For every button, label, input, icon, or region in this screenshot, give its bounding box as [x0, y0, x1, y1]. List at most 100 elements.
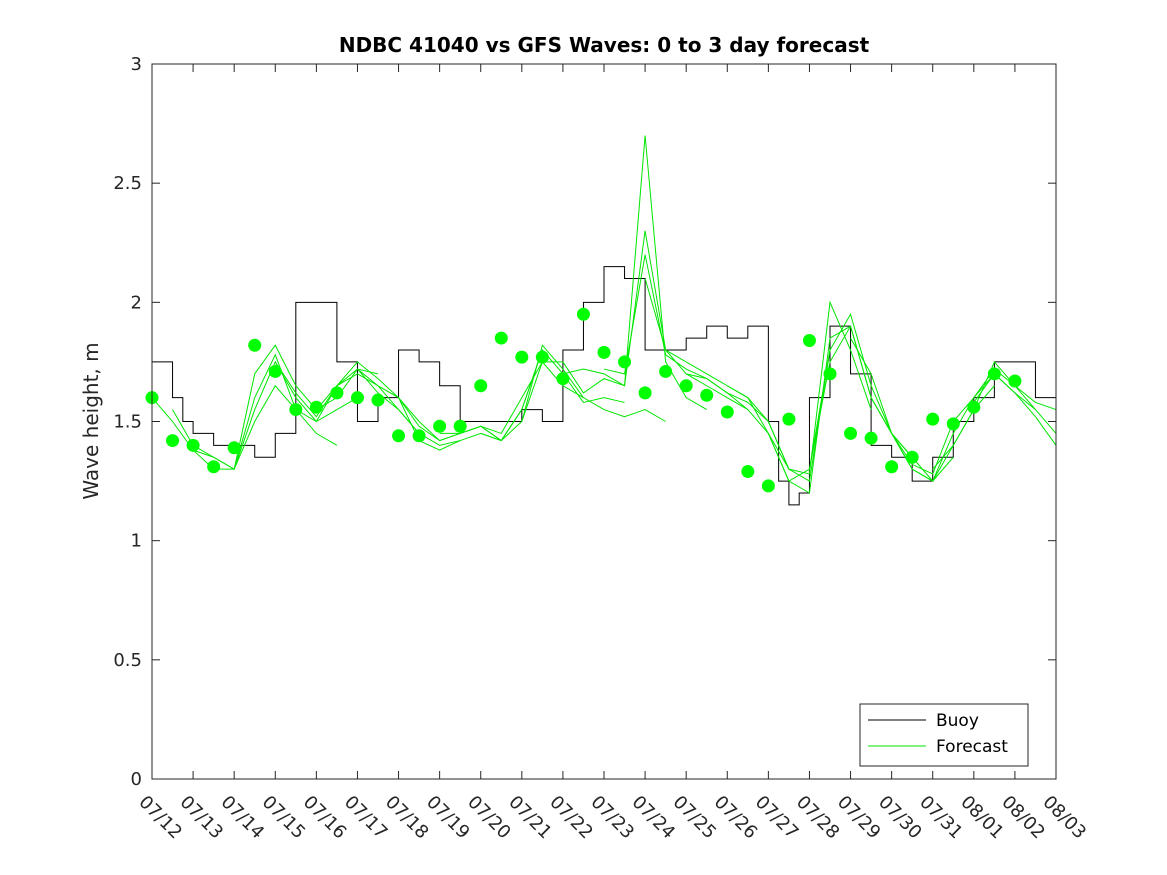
forecast-point [392, 429, 406, 443]
x-tick-label: 07/18 [381, 792, 433, 844]
forecast-line [274, 361, 461, 451]
legend: Buoy Forecast [859, 703, 1029, 767]
forecast-points-group [145, 307, 1022, 493]
x-tick-label: 07/24 [628, 792, 680, 844]
forecast-line [439, 349, 625, 442]
forecast-point [207, 460, 221, 474]
forecast-line [932, 360, 1057, 470]
forecast-line [891, 368, 1057, 483]
x-tick-label: 07/25 [669, 792, 721, 844]
forecast-point [186, 438, 200, 452]
forecast-point [967, 400, 981, 414]
x-tick-label: 07/20 [463, 792, 515, 844]
forecast-point [638, 386, 652, 400]
forecast-line [315, 368, 502, 446]
x-tick-label: 07/21 [504, 792, 556, 844]
x-tick-label: 07/30 [874, 792, 926, 844]
x-tick-label: 07/16 [299, 792, 351, 844]
forecast-line [398, 361, 584, 442]
x-tick-label: 08/03 [1038, 792, 1090, 844]
x-tick-label: 07/19 [422, 792, 474, 844]
x-tick-label: 07/29 [833, 792, 885, 844]
y-axis-ticks: 0 0.5 1 1.5 2 2.5 3 [113, 54, 1056, 790]
legend-box [859, 703, 1029, 767]
forecast-point [350, 391, 364, 405]
forecast-point [679, 379, 693, 393]
x-tick-label: 07/12 [134, 792, 186, 844]
x-tick-label: 07/22 [545, 792, 597, 844]
y-tick-label: 1.5 [113, 412, 142, 433]
forecast-point [926, 412, 940, 426]
forecast-line [562, 230, 749, 411]
forecast-point [268, 364, 282, 378]
forecast-point [720, 405, 734, 419]
forecast-point [741, 465, 755, 479]
forecast-point [166, 434, 180, 448]
x-tick-label: 07/28 [792, 792, 844, 844]
forecast-point [864, 431, 878, 445]
forecast-point [885, 460, 899, 474]
forecast-line [192, 344, 379, 470]
forecast-point [802, 333, 816, 347]
forecast-point [371, 393, 385, 407]
forecast-point [987, 367, 1001, 381]
forecast-point [782, 412, 796, 426]
chart-title: NDBC 41040 vs GFS Waves: 0 to 3 day fore… [339, 33, 870, 57]
forecast-point [474, 379, 488, 393]
x-tick-label: 08/02 [997, 792, 1049, 844]
forecast-point [433, 419, 447, 433]
plot-area [145, 63, 1057, 780]
forecast-point [659, 364, 673, 378]
forecast-point [946, 417, 960, 431]
forecast-line [480, 344, 666, 442]
legend-forecast-label: Forecast [936, 737, 1008, 757]
x-tick-label: 07/14 [217, 792, 269, 844]
x-tick-label: 07/27 [751, 792, 803, 844]
y-tick-label: 3 [131, 54, 142, 75]
forecast-point [556, 372, 570, 386]
forecast-line [603, 254, 790, 470]
forecast-point [248, 338, 262, 352]
forecast-point [700, 388, 714, 402]
forecast-point [535, 350, 549, 364]
x-tick-label: 07/31 [915, 792, 967, 844]
forecast-series-group [151, 135, 1057, 494]
legend-buoy-label: Buoy [936, 711, 979, 731]
x-tick-label: 07/17 [340, 792, 392, 844]
buoy-line [152, 266, 1056, 506]
forecast-point [1008, 374, 1022, 388]
forecast-line [151, 384, 338, 470]
forecast-point [289, 403, 303, 417]
forecast-line [686, 300, 872, 475]
forecast-point [309, 400, 323, 414]
forecast-point [227, 441, 241, 455]
forecast-line [233, 353, 420, 470]
forecast-point [905, 450, 919, 464]
plot-background [152, 64, 1056, 779]
y-tick-label: 2.5 [113, 173, 142, 194]
y-tick-label: 1 [131, 531, 142, 552]
forecast-line [521, 135, 707, 422]
forecast-point [330, 386, 344, 400]
x-tick-label: 07/15 [258, 792, 310, 844]
y-tick-label: 0 [131, 769, 142, 790]
forecast-point [576, 307, 590, 321]
x-tick-label: 07/23 [586, 792, 638, 844]
forecast-point [412, 429, 426, 443]
forecast-point [823, 367, 837, 381]
forecast-line [172, 360, 358, 470]
y-axis-label: Wave height, m [79, 342, 103, 499]
y-tick-label: 2 [131, 292, 142, 313]
forecast-point [453, 419, 467, 433]
forecast-point [597, 345, 611, 359]
forecast-point [844, 426, 858, 440]
x-tick-label: 07/26 [710, 792, 762, 844]
forecast-point [494, 331, 508, 345]
x-tick-label: 07/13 [176, 792, 228, 844]
y-tick-label: 0.5 [113, 650, 142, 671]
forecast-line [973, 373, 1057, 446]
buoy-series [152, 266, 1056, 506]
forecast-point [618, 355, 632, 369]
forecast-point [761, 479, 775, 493]
